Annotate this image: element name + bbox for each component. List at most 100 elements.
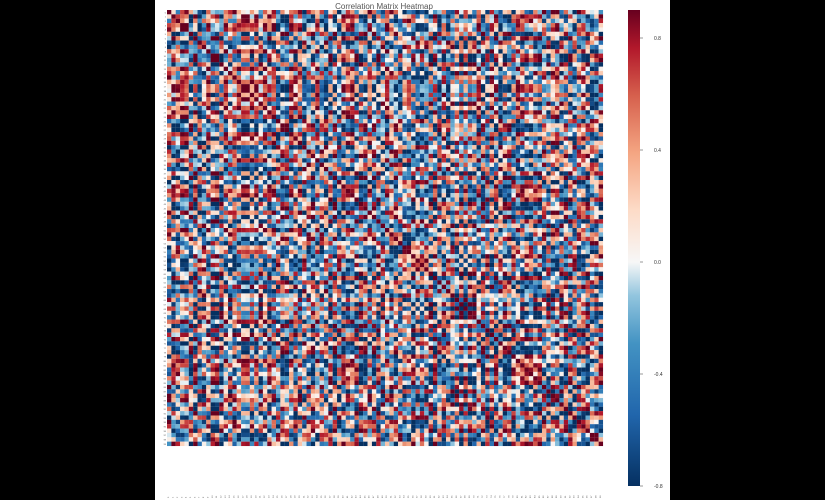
heatmap-cell	[568, 149, 573, 154]
heatmap-cell	[550, 101, 556, 106]
heatmap-cell	[524, 149, 529, 154]
heatmap-cell	[498, 18, 503, 24]
heatmap-cell	[210, 23, 216, 28]
heatmap-cell	[293, 110, 298, 115]
heatmap-cell	[371, 136, 377, 141]
heatmap-cell	[302, 114, 307, 120]
heatmap-cell	[393, 18, 399, 24]
heatmap-cell	[524, 193, 529, 198]
heatmap-cell	[284, 18, 290, 24]
heatmap-cell	[555, 101, 560, 106]
heatmap-cell	[454, 40, 460, 45]
heatmap-cell	[315, 145, 320, 150]
heatmap-cell	[598, 158, 604, 163]
heatmap-cell	[515, 27, 521, 32]
heatmap-cell	[341, 84, 346, 89]
heatmap-cell	[206, 119, 211, 124]
heatmap-cell	[171, 36, 176, 41]
heatmap-cell	[219, 214, 224, 220]
heatmap-cell	[563, 153, 569, 159]
heatmap-cell	[550, 136, 556, 141]
heatmap-cell	[232, 188, 237, 194]
heatmap-cell	[193, 184, 198, 189]
heatmap-cell	[245, 49, 250, 54]
heatmap-cell	[485, 175, 490, 181]
heatmap-cell	[332, 219, 338, 224]
heatmap-cell	[376, 188, 381, 194]
heatmap-cell	[568, 40, 573, 45]
heatmap-cell	[193, 66, 198, 72]
heatmap-cell	[371, 62, 377, 67]
heatmap-cell	[358, 219, 364, 224]
heatmap-cell	[581, 79, 586, 85]
heatmap-cell	[276, 40, 281, 45]
heatmap-cell	[428, 92, 434, 98]
heatmap-cell	[454, 136, 460, 141]
heatmap-cell	[276, 18, 281, 24]
heatmap-cell	[568, 36, 573, 41]
heatmap-cell	[428, 175, 434, 181]
heatmap-cell	[507, 166, 512, 172]
heatmap-cell	[559, 132, 564, 137]
heatmap-cell	[210, 188, 216, 194]
heatmap-cell	[511, 149, 516, 154]
heatmap-cell	[415, 114, 420, 120]
heatmap-cell	[193, 206, 198, 211]
heatmap-cell	[219, 175, 224, 181]
heatmap-cell	[598, 140, 604, 146]
heatmap-cell	[249, 110, 255, 115]
heatmap-cell	[236, 40, 242, 45]
heatmap-cell	[315, 14, 320, 19]
heatmap-cell	[537, 206, 543, 211]
heatmap-cell	[428, 140, 434, 146]
heatmap-cell	[550, 114, 556, 120]
heatmap-cell	[323, 31, 329, 37]
heatmap-cell	[428, 14, 434, 19]
heatmap-cell	[537, 14, 543, 19]
heatmap-cell	[576, 105, 582, 111]
heatmap-cell	[328, 149, 333, 154]
heatmap-cell	[594, 14, 599, 19]
heatmap-cell	[524, 14, 529, 19]
heatmap-cell	[228, 84, 233, 89]
heatmap-cell	[280, 62, 285, 67]
heatmap-cell	[385, 153, 390, 159]
heatmap-cell	[315, 84, 320, 89]
heatmap-cell	[241, 36, 246, 41]
heatmap-cell	[258, 197, 263, 202]
heatmap-cell	[371, 49, 377, 54]
heatmap-cell	[228, 101, 233, 106]
heatmap-cell	[341, 210, 346, 215]
heatmap-cell	[337, 197, 342, 202]
heatmap-cell	[371, 114, 377, 120]
heatmap-cell	[175, 171, 181, 176]
heatmap-cell	[219, 132, 224, 137]
heatmap-cell	[480, 36, 486, 41]
heatmap-cell	[175, 31, 181, 37]
heatmap-cell	[167, 105, 172, 111]
heatmap-cell	[446, 23, 451, 28]
heatmap-cell	[594, 171, 599, 176]
heatmap-cell	[428, 184, 434, 189]
heatmap-cell	[180, 97, 185, 102]
heatmap-cell	[463, 136, 468, 141]
heatmap-cell	[258, 132, 263, 137]
heatmap-cell	[520, 40, 525, 45]
heatmap-cell	[485, 62, 490, 67]
heatmap-cell	[241, 31, 246, 37]
heatmap-cell	[568, 132, 573, 137]
heatmap-cell	[241, 97, 246, 102]
heatmap-cell	[541, 40, 547, 45]
heatmap-cell	[323, 119, 329, 124]
heatmap-cell	[576, 201, 582, 207]
heatmap-cell	[171, 171, 176, 176]
heatmap-cell	[223, 166, 229, 172]
heatmap-cell	[350, 210, 355, 215]
heatmap-cell	[341, 193, 346, 198]
heatmap-cell	[315, 49, 320, 54]
heatmap-cell	[363, 53, 368, 59]
heatmap-cell	[223, 88, 229, 93]
heatmap-cell	[507, 188, 512, 194]
heatmap-cell	[432, 132, 438, 137]
heatmap-cell	[315, 132, 320, 137]
